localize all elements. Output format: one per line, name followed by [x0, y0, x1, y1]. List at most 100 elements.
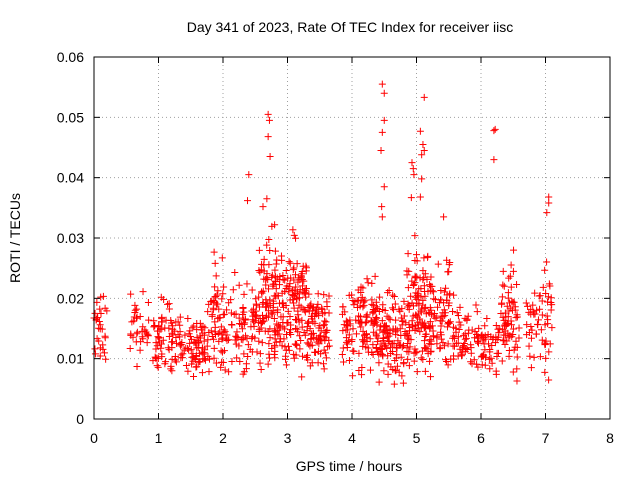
data-point — [257, 365, 265, 373]
data-point — [266, 296, 274, 304]
data-point — [545, 193, 553, 201]
data-point — [397, 332, 405, 340]
data-point — [292, 271, 300, 279]
data-point — [379, 301, 387, 309]
data-point — [268, 344, 276, 352]
data-point — [493, 352, 501, 360]
data-point — [184, 367, 192, 375]
data-point — [298, 267, 306, 275]
data-point — [342, 321, 350, 329]
data-point — [395, 368, 403, 376]
data-point — [240, 290, 248, 298]
data-point — [343, 343, 351, 351]
data-point — [132, 314, 140, 322]
data-point — [422, 310, 430, 318]
data-point — [266, 246, 274, 254]
y-tick-label: 0.01 — [57, 351, 84, 367]
data-point — [429, 327, 437, 335]
data-point — [255, 337, 263, 345]
data-point — [93, 298, 101, 306]
data-point — [229, 286, 237, 294]
data-point — [404, 331, 412, 339]
data-point — [545, 199, 553, 207]
data-point — [312, 306, 320, 314]
data-point — [265, 116, 273, 124]
data-point — [384, 325, 392, 333]
data-point — [361, 319, 369, 327]
data-point — [416, 328, 424, 336]
y-tick-label: 0.03 — [57, 230, 84, 246]
data-point — [408, 321, 416, 329]
data-point — [180, 346, 188, 354]
data-point — [298, 282, 306, 290]
data-point — [436, 344, 444, 352]
data-point — [381, 322, 389, 330]
data-point — [223, 306, 231, 314]
data-point — [133, 362, 141, 370]
data-point — [339, 327, 347, 335]
data-point — [378, 317, 386, 325]
data-point — [452, 328, 460, 336]
data-point — [524, 302, 532, 310]
data-point — [232, 310, 240, 318]
data-point — [410, 349, 418, 357]
data-point — [437, 286, 445, 294]
data-point — [158, 353, 166, 361]
data-point — [264, 360, 272, 368]
data-point — [273, 308, 281, 316]
data-point — [441, 342, 449, 350]
data-point — [513, 311, 521, 319]
data-point — [294, 288, 302, 296]
data-point — [505, 307, 513, 315]
data-point — [300, 277, 308, 285]
data-point — [464, 312, 472, 320]
data-point — [259, 203, 267, 211]
data-point — [416, 274, 424, 282]
data-point — [281, 276, 289, 284]
x-tick-label: 4 — [348, 430, 356, 446]
data-point — [266, 334, 274, 342]
data-point — [208, 312, 216, 320]
data-point — [127, 330, 135, 338]
data-point — [341, 308, 349, 316]
data-point — [416, 127, 424, 135]
data-point — [136, 346, 144, 354]
data-point — [345, 331, 353, 339]
data-point — [133, 305, 141, 313]
data-point — [513, 353, 521, 361]
data-point — [217, 347, 225, 355]
data-point — [378, 203, 386, 211]
data-point — [199, 322, 207, 330]
data-point — [312, 349, 320, 357]
data-point — [314, 290, 322, 298]
data-point — [381, 307, 389, 315]
data-point — [445, 302, 453, 310]
data-point — [478, 361, 486, 369]
data-point — [203, 342, 211, 350]
data-point — [437, 296, 445, 304]
data-point — [225, 368, 233, 376]
data-point — [419, 355, 427, 363]
data-point — [205, 329, 213, 337]
data-point — [210, 344, 218, 352]
data-point — [293, 341, 301, 349]
data-point — [152, 339, 160, 347]
data-point — [368, 296, 376, 304]
data-point — [269, 307, 277, 315]
data-point — [264, 110, 272, 118]
data-point — [284, 307, 292, 315]
data-point — [210, 354, 218, 362]
data-point — [301, 331, 309, 339]
data-point — [413, 251, 421, 259]
data-point — [293, 260, 301, 268]
data-point — [420, 93, 428, 101]
data-point — [165, 324, 173, 332]
y-tick-label: 0.02 — [57, 290, 84, 306]
data-point — [499, 281, 507, 289]
data-point — [543, 258, 551, 266]
data-point — [142, 328, 150, 336]
data-point — [392, 367, 400, 375]
data-point — [346, 320, 354, 328]
data-point — [308, 341, 316, 349]
data-point — [384, 370, 392, 378]
